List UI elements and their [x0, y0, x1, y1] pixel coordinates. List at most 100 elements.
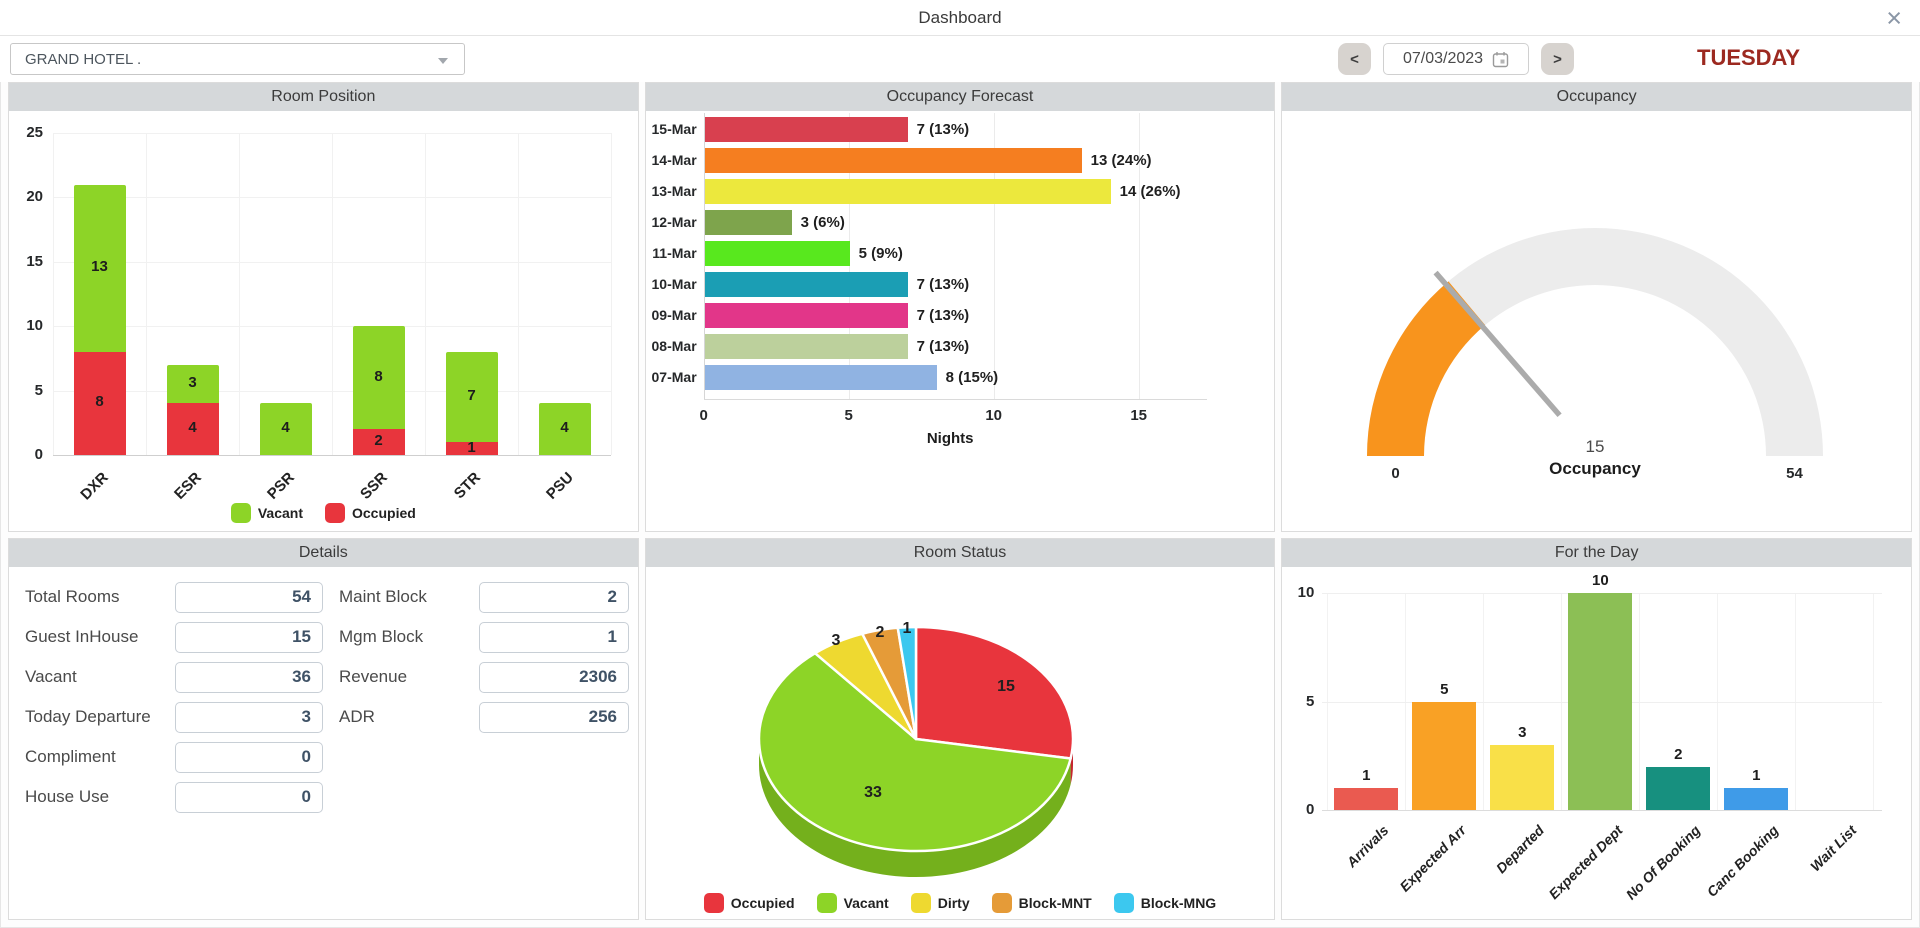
y-tick-label: 5 — [34, 381, 43, 399]
gridline — [1138, 113, 1140, 399]
y-category-label: 12-Mar — [651, 214, 697, 230]
bar-ESR-occupied[interactable] — [166, 403, 219, 455]
hotel-select-dropdown[interactable]: GRAND HOTEL . — [10, 43, 465, 75]
details-field-value[interactable]: 0 — [175, 781, 323, 813]
details-field-value[interactable]: 3 — [175, 701, 323, 733]
bar-07-Mar[interactable] — [704, 365, 937, 390]
prev-date-button[interactable]: < — [1338, 43, 1371, 75]
y-category-label: 08-Mar — [651, 338, 697, 354]
pie-value-label: 1 — [902, 620, 911, 637]
panel-occupancy-title: Occupancy — [1282, 83, 1911, 111]
panel-for-the-day-title: For the Day — [1282, 539, 1911, 567]
details-field-value[interactable]: 2 — [479, 581, 629, 613]
bar-PSR-vacant[interactable] — [259, 403, 312, 455]
x-axis-title: Nights — [926, 430, 974, 447]
bar-14-Mar[interactable] — [704, 148, 1082, 173]
bar-DXR-vacant[interactable] — [73, 184, 126, 352]
details-field-value[interactable]: 256 — [479, 701, 629, 733]
bar-13-Mar[interactable] — [704, 179, 1111, 204]
bar-expected-dept[interactable] — [1568, 593, 1633, 810]
bar-value-label: 5 — [1440, 680, 1449, 698]
bar-SSR-occupied[interactable] — [352, 429, 405, 455]
x-tick-label: 10 — [985, 407, 1002, 424]
calendar-icon[interactable] — [1492, 51, 1509, 68]
bar-value-label: 8 (15%) — [945, 369, 999, 386]
y-category-label: 15-Mar — [651, 121, 697, 137]
pie-slice-occupied[interactable] — [914, 625, 1074, 760]
bar-value-label: 13 (24%) — [1090, 152, 1152, 169]
details-field-value[interactable]: 36 — [175, 661, 323, 693]
bar-departed[interactable] — [1490, 744, 1555, 810]
date-input[interactable]: 07/03/2023 — [1383, 43, 1529, 75]
bar-SSR-vacant[interactable] — [352, 326, 405, 430]
legend-swatch — [1113, 893, 1134, 913]
details-row: Mgm Block 1 — [339, 621, 629, 653]
legend-swatch — [703, 893, 724, 913]
details-field-label: Guest InHouse — [25, 627, 139, 646]
legend-item-vacant[interactable]: Vacant — [816, 893, 889, 913]
gridline — [611, 133, 612, 455]
bar-15-Mar[interactable] — [704, 117, 908, 142]
bar-DXR-occupied[interactable] — [73, 351, 126, 455]
gridline — [239, 133, 240, 455]
gridline — [993, 113, 995, 399]
x-category-label: PSU — [543, 469, 578, 503]
x-axis-line — [1322, 810, 1883, 811]
bar-value-label: 8 — [374, 367, 383, 385]
bar-STR-vacant[interactable] — [445, 351, 498, 443]
legend-item-dirty[interactable]: Dirty — [910, 893, 970, 913]
details-field-value[interactable]: 15 — [175, 621, 323, 653]
legend-swatch — [991, 893, 1012, 913]
close-icon[interactable]: × — [1886, 3, 1902, 33]
details-field-value[interactable]: 1 — [479, 621, 629, 653]
pie-value-label: 33 — [864, 784, 882, 801]
bar-ESR-vacant[interactable] — [166, 364, 219, 404]
details-field-value[interactable]: 0 — [175, 741, 323, 773]
bar-no-of-booking[interactable] — [1646, 766, 1711, 810]
bar-arrivals[interactable] — [1334, 788, 1399, 810]
legend-item-occupied[interactable]: Occupied — [325, 503, 416, 523]
hotel-select-value: GRAND HOTEL . — [25, 50, 142, 68]
next-date-button[interactable]: > — [1541, 43, 1574, 75]
bar-08-Mar[interactable] — [704, 334, 908, 359]
legend-swatch — [325, 503, 345, 523]
legend-item-occupied[interactable]: Occupied — [703, 893, 795, 913]
legend-label: Occupied — [352, 505, 416, 521]
bar-value-label: 7 (13%) — [916, 338, 970, 355]
details-field-label: Compliment — [25, 747, 116, 766]
bar-10-Mar[interactable] — [704, 272, 908, 297]
y-tick-label: 0 — [1305, 801, 1315, 818]
legend-item-block-mng[interactable]: Block-MNG — [1113, 893, 1216, 913]
pie-value-label: 15 — [997, 678, 1015, 695]
bar-12-Mar[interactable] — [704, 210, 792, 235]
bar-value-label: 4 — [560, 419, 569, 437]
details-field-label: Revenue — [339, 667, 408, 686]
y-axis-line — [703, 113, 705, 399]
x-category-label: Canc Booking — [1703, 822, 1782, 900]
x-category-label: Arrivals — [1343, 822, 1392, 871]
occupancy-gauge-chart: 15 Occupancy 0 54 — [1282, 111, 1911, 531]
bar-expected-arr[interactable] — [1412, 701, 1477, 810]
bar-09-Mar[interactable] — [704, 303, 908, 328]
pie-slice-block-mng[interactable] — [896, 625, 917, 741]
bar-PSU-vacant[interactable] — [538, 403, 591, 455]
x-category-label: ESR — [171, 469, 206, 503]
pie-slice-vacant[interactable] — [757, 651, 1072, 853]
bar-canc-booking[interactable] — [1724, 788, 1789, 810]
y-tick-label: 10 — [26, 317, 43, 335]
gauge-label: 15 — [1586, 437, 1605, 456]
panel-room-status: Room Status 15 33 3 2 1 Occupied Vacant Dirty Bl… — [644, 538, 1276, 920]
bar-STR-occupied[interactable] — [445, 442, 498, 455]
legend-item-vacant[interactable]: Vacant — [230, 503, 303, 523]
gauge-needle — [1433, 270, 1562, 418]
bar-11-Mar[interactable] — [704, 241, 850, 266]
date-navigation: < 07/03/2023 > — [1338, 43, 1574, 75]
details-field-value[interactable]: 54 — [175, 581, 323, 613]
legend-item-block-mnt[interactable]: Block-MNT — [991, 893, 1092, 913]
gridline — [53, 261, 611, 263]
x-tick-label: 5 — [844, 407, 853, 424]
x-category-label: PSR — [264, 469, 299, 503]
details-field-value[interactable]: 2306 — [479, 661, 629, 693]
gauge-label: 0 — [1392, 465, 1400, 482]
gridline — [53, 133, 54, 455]
